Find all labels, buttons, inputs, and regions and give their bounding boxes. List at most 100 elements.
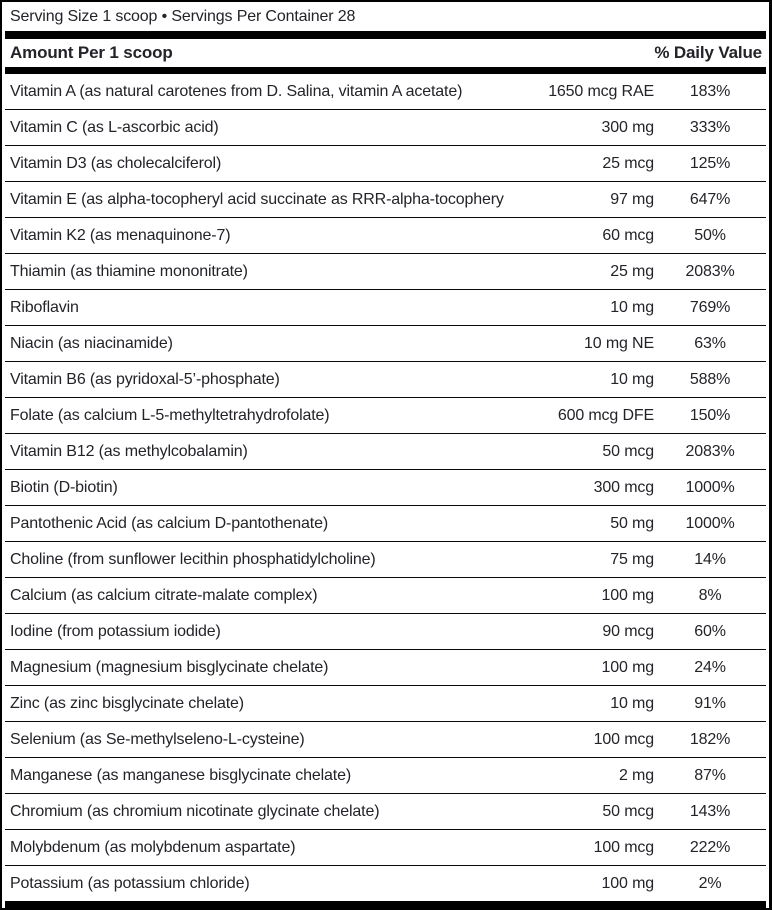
nutrient-name: Vitamin A (as natural carotenes from D. … bbox=[10, 82, 463, 100]
table-row: Selenium (as Se-methylseleno-L-cysteine)… bbox=[5, 722, 766, 758]
nutrient-amount: 300 mg bbox=[601, 118, 655, 136]
table-row: Molybdenum (as molybdenum aspartate) 100… bbox=[5, 830, 766, 866]
nutrient-name: Vitamin D3 (as cholecalciferol) bbox=[10, 154, 222, 172]
nutrient-daily-value: 125% bbox=[689, 154, 731, 172]
nutrient-name: Magnesium (magnesium bisglycinate chelat… bbox=[10, 658, 329, 676]
nutrient-name: Folate (as calcium L-5-methyltetrahydrof… bbox=[10, 406, 330, 424]
nutrient-amount: 10 mg bbox=[610, 298, 654, 316]
nutrient-name: Calcium (as calcium citrate-malate compl… bbox=[10, 586, 318, 604]
nutrient-amount: 300 mcg bbox=[593, 478, 654, 496]
nutrient-amount: 50 mcg bbox=[602, 442, 654, 460]
nutrient-daily-value: 1000% bbox=[685, 478, 735, 496]
table-row: Iodine (from potassium iodide) 90 mcg 60… bbox=[5, 614, 766, 650]
nutrient-name: Potassium (as potassium chloride) bbox=[10, 874, 250, 892]
table-row: Niacin (as niacinamide) 10 mg NE 63% bbox=[5, 326, 766, 362]
nutrient-daily-value: 2083% bbox=[685, 442, 735, 460]
table-row: Vitamin B12 (as methylcobalamin) 50 mcg … bbox=[5, 434, 766, 470]
nutrient-name: Molybdenum (as molybdenum aspartate) bbox=[10, 838, 296, 856]
nutrient-amount: 50 mg bbox=[610, 514, 654, 532]
table-row: Folate (as calcium L-5-methyltetrahydrof… bbox=[5, 398, 766, 434]
nutrient-name: Zinc (as zinc bisglycinate chelate) bbox=[10, 694, 244, 712]
nutrient-name: Vitamin K2 (as menaquinone-7) bbox=[10, 226, 231, 244]
nutrient-amount: 75 mg bbox=[610, 550, 654, 568]
nutrient-amount: 600 mcg DFE bbox=[557, 406, 654, 424]
nutrient-name: Vitamin B6 (as pyridoxal-5’-phosphate) bbox=[10, 370, 280, 388]
nutrient-daily-value: 2% bbox=[698, 874, 722, 892]
column-headers: Amount Per 1 scoop % Daily Value bbox=[5, 39, 766, 67]
nutrient-name: Vitamin C (as L-ascorbic acid) bbox=[10, 118, 219, 136]
table-row: Magnesium (magnesium bisglycinate chelat… bbox=[5, 650, 766, 686]
nutrient-daily-value: 182% bbox=[689, 730, 731, 748]
table-row: Riboflavin 10 mg 769% bbox=[5, 290, 766, 326]
nutrient-daily-value: 2083% bbox=[685, 262, 735, 280]
nutrient-daily-value: 588% bbox=[689, 370, 731, 388]
nutrient-daily-value: 87% bbox=[694, 766, 726, 784]
nutrient-daily-value: 63% bbox=[694, 334, 726, 352]
nutrient-name: Selenium (as Se-methylseleno-L-cysteine) bbox=[10, 730, 305, 748]
nutrient-daily-value: 150% bbox=[689, 406, 731, 424]
nutrient-daily-value: 60% bbox=[694, 622, 726, 640]
nutrient-daily-value: 143% bbox=[689, 802, 731, 820]
nutrient-amount: 2 mg bbox=[619, 766, 654, 784]
table-row: Manganese (as manganese bisglycinate che… bbox=[5, 758, 766, 794]
table-row: Vitamin B6 (as pyridoxal-5’-phosphate) 1… bbox=[5, 362, 766, 398]
nutrient-rows: Vitamin A (as natural carotenes from D. … bbox=[5, 74, 766, 901]
nutrient-name: Iodine (from potassium iodide) bbox=[10, 622, 221, 640]
nutrient-amount: 100 mcg bbox=[593, 730, 654, 748]
table-row: Vitamin D3 (as cholecalciferol) 25 mcg 1… bbox=[5, 146, 766, 182]
divider-thick-bottom bbox=[5, 901, 766, 908]
nutrient-name: Vitamin B12 (as methylcobalamin) bbox=[10, 442, 248, 460]
nutrient-name: Vitamin E (as alpha-tocopheryl acid succ… bbox=[10, 190, 504, 208]
nutrient-daily-value: 647% bbox=[689, 190, 731, 208]
nutrient-daily-value: 1000% bbox=[685, 514, 735, 532]
nutrient-daily-value: 91% bbox=[694, 694, 726, 712]
nutrient-daily-value: 8% bbox=[698, 586, 722, 604]
nutrient-daily-value: 14% bbox=[694, 550, 726, 568]
nutrient-daily-value: 333% bbox=[689, 118, 731, 136]
table-row: Vitamin A (as natural carotenes from D. … bbox=[5, 74, 766, 110]
table-row: Vitamin C (as L-ascorbic acid) 300 mg 33… bbox=[5, 110, 766, 146]
nutrient-name: Thiamin (as thiamine mononitrate) bbox=[10, 262, 248, 280]
nutrient-name: Manganese (as manganese bisglycinate che… bbox=[10, 766, 352, 784]
nutrient-amount: 100 mcg bbox=[593, 838, 654, 856]
table-row: Potassium (as potassium chloride) 100 mg… bbox=[5, 866, 766, 901]
nutrient-amount: 10 mg bbox=[610, 370, 654, 388]
nutrient-amount: 100 mg bbox=[601, 658, 655, 676]
nutrient-amount: 25 mg bbox=[610, 262, 654, 280]
table-row: Thiamin (as thiamine mononitrate) 25 mg … bbox=[5, 254, 766, 290]
nutrient-amount: 10 mg bbox=[610, 694, 654, 712]
serving-info: Serving Size 1 scoop • Servings Per Cont… bbox=[10, 7, 356, 25]
nutrient-amount: 100 mg bbox=[601, 586, 655, 604]
nutrient-amount: 60 mcg bbox=[602, 226, 654, 244]
table-row: Vitamin K2 (as menaquinone-7) 60 mcg 50% bbox=[5, 218, 766, 254]
nutrient-name: Biotin (D-biotin) bbox=[10, 478, 118, 496]
nutrient-daily-value: 222% bbox=[689, 838, 731, 856]
nutrient-daily-value: 50% bbox=[694, 226, 726, 244]
table-row: Chromium (as chromium nicotinate glycina… bbox=[5, 794, 766, 830]
nutrient-amount: 50 mcg bbox=[602, 802, 654, 820]
nutrient-name: Pantothenic Acid (as calcium D-pantothen… bbox=[10, 514, 329, 532]
divider-thick-mid bbox=[5, 67, 766, 74]
table-row: Vitamin E (as alpha-tocopheryl acid succ… bbox=[5, 182, 766, 218]
nutrient-amount: 25 mcg bbox=[602, 154, 654, 172]
nutrient-daily-value: 24% bbox=[694, 658, 726, 676]
divider-thick-top bbox=[5, 31, 766, 39]
table-row: Biotin (D-biotin) 300 mcg 1000% bbox=[5, 470, 766, 506]
nutrient-daily-value: 769% bbox=[689, 298, 731, 316]
nutrient-name: Riboflavin bbox=[10, 298, 79, 316]
nutrient-amount: 100 mg bbox=[601, 874, 655, 892]
table-row: Pantothenic Acid (as calcium D-pantothen… bbox=[5, 506, 766, 542]
daily-value-header: % Daily Value bbox=[654, 43, 762, 62]
nutrient-amount: 97 mg bbox=[610, 190, 654, 208]
nutrient-amount: 90 mcg bbox=[602, 622, 654, 640]
table-row: Zinc (as zinc bisglycinate chelate) 10 m… bbox=[5, 686, 766, 722]
nutrient-amount: 1650 mcg RAE bbox=[548, 82, 654, 100]
nutrient-amount: 10 mg NE bbox=[584, 334, 654, 352]
table-row: Choline (from sunflower lecithin phospha… bbox=[5, 542, 766, 578]
nutrient-daily-value: 183% bbox=[689, 82, 731, 100]
nutrient-name: Choline (from sunflower lecithin phospha… bbox=[10, 550, 376, 568]
amount-per-header: Amount Per 1 scoop bbox=[10, 43, 173, 62]
table-row: Calcium (as calcium citrate-malate compl… bbox=[5, 578, 766, 614]
nutrient-name: Niacin (as niacinamide) bbox=[10, 334, 173, 352]
